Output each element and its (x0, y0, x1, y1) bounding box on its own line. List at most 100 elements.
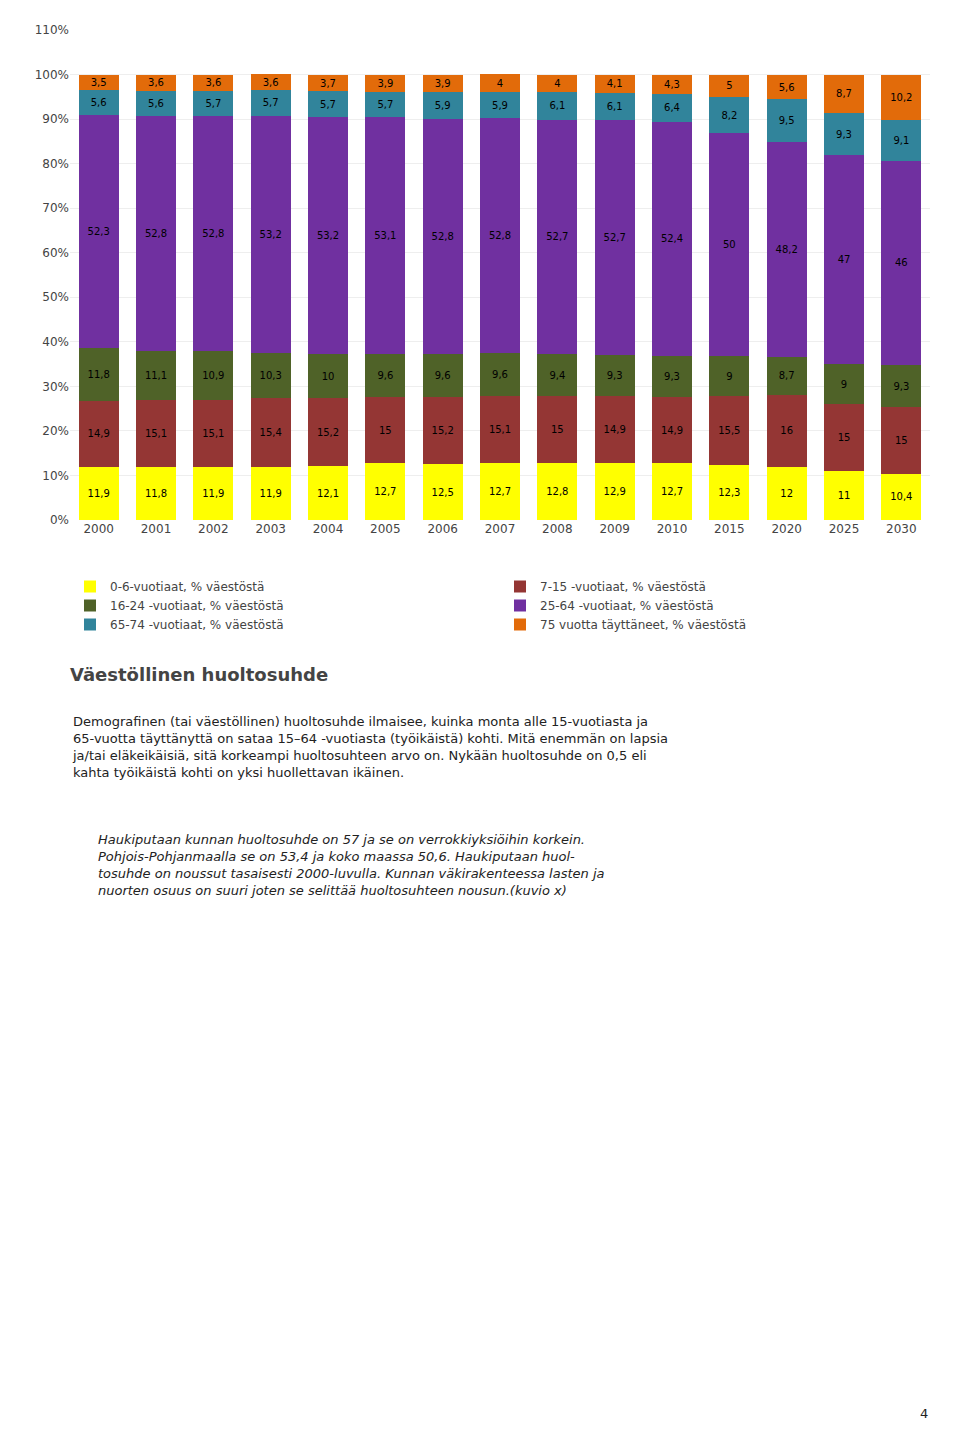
svg-text:15,5: 15,5 (718, 425, 740, 436)
svg-text:2015: 2015 (714, 522, 745, 536)
svg-text:12,5: 12,5 (432, 487, 454, 498)
svg-text:52,3: 52,3 (88, 226, 110, 237)
svg-text:2010: 2010 (657, 522, 688, 536)
svg-text:3,6: 3,6 (148, 77, 164, 88)
svg-text:6,4: 6,4 (664, 102, 680, 113)
svg-text:9,6: 9,6 (492, 369, 508, 380)
svg-text:11: 11 (838, 490, 851, 501)
svg-text:9,3: 9,3 (836, 129, 852, 140)
svg-text:9,3: 9,3 (664, 371, 680, 382)
svg-text:11,9: 11,9 (88, 488, 110, 499)
svg-text:10%: 10% (42, 469, 69, 483)
svg-text:9,6: 9,6 (377, 370, 393, 381)
svg-text:3,9: 3,9 (435, 78, 451, 89)
svg-text:8,7: 8,7 (779, 370, 795, 381)
svg-text:110%: 110% (35, 23, 69, 37)
svg-text:30%: 30% (42, 380, 69, 394)
svg-text:52,7: 52,7 (604, 232, 626, 243)
svg-text:12,9: 12,9 (604, 486, 626, 497)
svg-text:12: 12 (780, 488, 793, 499)
svg-text:100%: 100% (35, 68, 69, 82)
svg-text:0-6-vuotiaat, % väestöstä: 0-6-vuotiaat, % väestöstä (110, 580, 264, 594)
svg-text:16: 16 (780, 425, 793, 436)
svg-text:3,9: 3,9 (377, 78, 393, 89)
svg-text:10,4: 10,4 (890, 491, 912, 502)
svg-text:8,7: 8,7 (836, 88, 852, 99)
svg-text:5,9: 5,9 (492, 100, 508, 111)
svg-text:50: 50 (723, 239, 736, 250)
svg-text:52,8: 52,8 (432, 231, 454, 242)
svg-text:6,1: 6,1 (607, 101, 623, 112)
svg-text:15: 15 (895, 435, 908, 446)
svg-text:2005: 2005 (370, 522, 401, 536)
svg-text:Demografinen (tai väestöllinen: Demografinen (tai väestöllinen) huoltosu… (72, 714, 668, 780)
svg-text:3,5: 3,5 (91, 77, 107, 88)
svg-text:52,8: 52,8 (145, 228, 167, 239)
svg-text:4: 4 (497, 78, 503, 89)
svg-text:52,8: 52,8 (202, 228, 224, 239)
svg-text:40%: 40% (42, 335, 69, 349)
svg-text:2007: 2007 (485, 522, 516, 536)
svg-text:48,2: 48,2 (776, 244, 798, 255)
svg-text:70%: 70% (42, 201, 69, 215)
svg-text:8,2: 8,2 (721, 110, 737, 121)
svg-text:9,1: 9,1 (893, 135, 909, 146)
svg-text:5,7: 5,7 (320, 99, 336, 110)
svg-text:5,7: 5,7 (205, 98, 221, 109)
svg-text:7-15 -vuotiaat, % väestöstä: 7-15 -vuotiaat, % väestöstä (540, 580, 706, 594)
svg-text:65-74 -vuotiaat, % väestöstä: 65-74 -vuotiaat, % väestöstä (110, 618, 283, 632)
svg-text:11,8: 11,8 (88, 369, 110, 380)
svg-text:15,1: 15,1 (489, 424, 511, 435)
svg-text:46: 46 (895, 257, 908, 268)
svg-text:16-24 -vuotiaat, % väestöstä: 16-24 -vuotiaat, % väestöstä (110, 599, 283, 613)
svg-text:4,3: 4,3 (664, 79, 680, 90)
svg-text:5,9: 5,9 (435, 100, 451, 111)
svg-text:10: 10 (322, 371, 335, 382)
svg-text:12,7: 12,7 (374, 486, 396, 497)
svg-text:4,1: 4,1 (607, 78, 623, 89)
svg-text:15,4: 15,4 (260, 427, 282, 438)
svg-text:60%: 60% (42, 246, 69, 260)
svg-text:2009: 2009 (599, 522, 630, 536)
svg-text:Väestöllinen huoltosuhde: Väestöllinen huoltosuhde (70, 664, 328, 685)
svg-text:9,6: 9,6 (435, 370, 451, 381)
svg-text:2003: 2003 (255, 522, 286, 536)
svg-text:3,6: 3,6 (263, 77, 279, 88)
svg-text:52,8: 52,8 (489, 230, 511, 241)
svg-text:11,9: 11,9 (260, 488, 282, 499)
svg-text:14,9: 14,9 (661, 425, 683, 436)
svg-text:2000: 2000 (83, 522, 114, 536)
svg-text:15,2: 15,2 (432, 425, 454, 436)
svg-text:53,1: 53,1 (374, 230, 396, 241)
svg-text:15: 15 (379, 425, 392, 436)
svg-text:25-64 -vuotiaat, % väestöstä: 25-64 -vuotiaat, % väestöstä (540, 599, 713, 613)
svg-text:14,9: 14,9 (604, 424, 626, 435)
svg-text:2004: 2004 (313, 522, 344, 536)
svg-text:2020: 2020 (771, 522, 802, 536)
svg-text:10,2: 10,2 (890, 92, 912, 103)
svg-text:2002: 2002 (198, 522, 229, 536)
svg-text:14,9: 14,9 (88, 428, 110, 439)
svg-text:2008: 2008 (542, 522, 573, 536)
svg-text:52,4: 52,4 (661, 233, 683, 244)
svg-text:11,9: 11,9 (202, 488, 224, 499)
svg-text:12,8: 12,8 (546, 486, 568, 497)
svg-text:6,1: 6,1 (549, 100, 565, 111)
svg-text:2006: 2006 (427, 522, 458, 536)
svg-text:47: 47 (838, 254, 851, 265)
svg-text:15,1: 15,1 (145, 428, 167, 439)
svg-text:15: 15 (838, 432, 851, 443)
svg-text:4: 4 (554, 78, 560, 89)
svg-text:3,7: 3,7 (320, 78, 336, 89)
svg-text:50%: 50% (42, 290, 69, 304)
svg-text:9,5: 9,5 (779, 115, 795, 126)
svg-text:12,7: 12,7 (661, 486, 683, 497)
svg-text:5,7: 5,7 (263, 97, 279, 108)
svg-text:90%: 90% (42, 112, 69, 126)
svg-text:9: 9 (726, 371, 732, 382)
svg-text:2025: 2025 (829, 522, 860, 536)
svg-text:80%: 80% (42, 157, 69, 171)
svg-text:4: 4 (920, 1406, 928, 1421)
svg-text:5,6: 5,6 (91, 97, 107, 108)
svg-text:Haukiputaan kunnan huoltosuhde: Haukiputaan kunnan huoltosuhde on 57 ja … (98, 832, 605, 898)
